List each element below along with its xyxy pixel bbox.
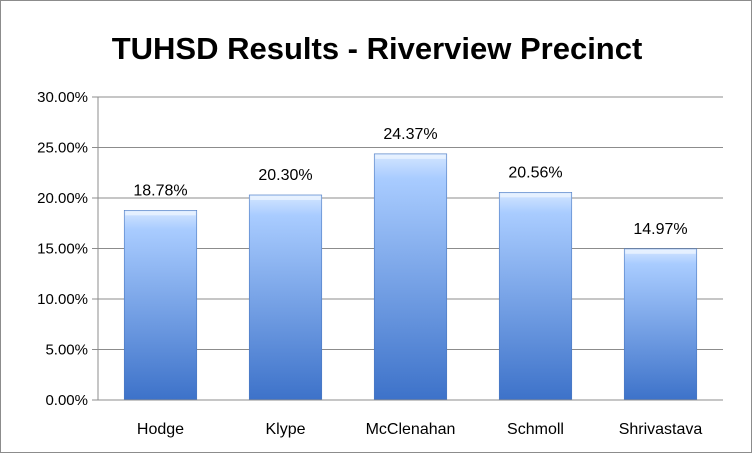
- bar-highlight: [500, 193, 571, 198]
- bar-highlight: [250, 195, 321, 200]
- x-tick-label: McClenahan: [366, 421, 456, 438]
- x-tick-label: Hodge: [137, 421, 184, 438]
- y-tick-label: 30.00%: [37, 89, 88, 106]
- data-label: 20.30%: [258, 167, 312, 184]
- x-tick-label: Shrivastava: [619, 421, 703, 438]
- bar-highlight: [375, 154, 446, 159]
- y-tick-label: 20.00%: [37, 190, 88, 207]
- y-tick-label: 5.00%: [45, 342, 88, 359]
- data-label: 24.37%: [383, 126, 437, 143]
- bar: [248, 194, 323, 401]
- bar-highlight: [625, 249, 696, 254]
- x-tick-label: Klype: [265, 421, 305, 438]
- bar: [623, 248, 698, 401]
- y-tick-label: 10.00%: [37, 291, 88, 308]
- bar: [123, 210, 198, 401]
- y-tick-label: 0.00%: [45, 392, 88, 409]
- y-tick-label: 15.00%: [37, 241, 88, 258]
- data-label: 18.78%: [133, 182, 187, 199]
- bar: [498, 192, 573, 401]
- bar: [373, 153, 448, 401]
- data-label: 20.56%: [508, 164, 562, 181]
- y-tick-label: 25.00%: [37, 140, 88, 157]
- bar-highlight: [125, 211, 196, 216]
- data-label: 14.97%: [633, 221, 687, 238]
- chart-title: TUHSD Results - Riverview Precinct: [112, 31, 643, 66]
- x-tick-label: Schmoll: [507, 421, 564, 438]
